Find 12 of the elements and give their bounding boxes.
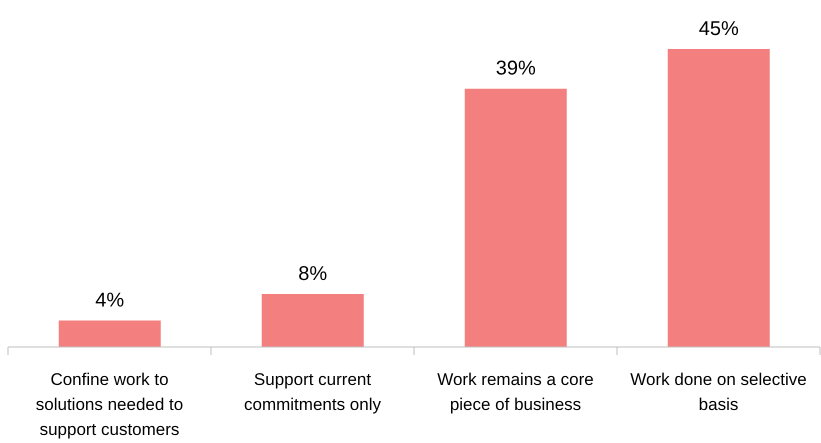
data-label: 39% xyxy=(496,58,536,80)
x-tick-label: Work done on selective basis xyxy=(630,370,807,414)
data-label: 8% xyxy=(298,263,328,286)
x-tick-label: Work remains a core piece of business xyxy=(437,370,594,414)
x-tick-label: Confine work to solutions needed to support customers xyxy=(36,370,184,439)
bar xyxy=(58,320,161,347)
data-label: 4% xyxy=(95,290,124,312)
data-label: 45% xyxy=(698,18,739,40)
x-tick-label: Support current commitments only xyxy=(244,370,382,414)
bar xyxy=(464,88,567,347)
bar xyxy=(668,49,770,347)
bar xyxy=(262,294,364,347)
